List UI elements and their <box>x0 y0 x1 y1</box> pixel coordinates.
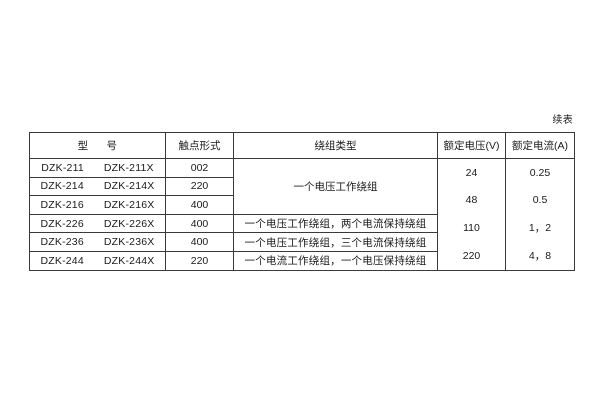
model-code-b: DZK-236X <box>103 236 155 249</box>
table-row: DZK-214 DZK-214X 220 <box>29 176 575 197</box>
voltage-value: 220 <box>462 249 481 262</box>
cell-rated-voltage-merged: 24 48 110 220 <box>437 158 506 271</box>
model-code-b: DZK-244X <box>103 254 155 267</box>
model-code-a: DZK-244 <box>40 254 84 267</box>
cell-winding-type: 一个电压工作绕组，三个电流保持绕组 <box>233 232 438 252</box>
table-row: DZK-216 DZK-216X 400 <box>29 195 575 215</box>
table-sheet: 续表 型号 触点形式 绕组类型 额定电压(V) 额定电流(A) <box>29 115 575 271</box>
column-header-model: 型号 <box>29 132 166 159</box>
current-value: 0.25 <box>529 166 551 179</box>
column-header-rated-current: 额定电流(A) <box>505 132 575 159</box>
model-code-b: DZK-211X <box>103 161 154 174</box>
table-header: 型号 触点形式 绕组类型 额定电压(V) 额定电流(A) <box>29 132 575 159</box>
model-code-a: DZK-236 <box>40 236 84 249</box>
continued-table-label: 续表 <box>552 115 573 126</box>
current-value-stack: 0.25 0.5 1，2 4，8 <box>506 159 574 270</box>
cell-model: DZK-214 DZK-214X <box>29 176 166 197</box>
current-value: 1，2 <box>528 222 552 235</box>
column-header-rated-voltage: 额定电压(V) <box>437 132 506 159</box>
cell-model: DZK-236 DZK-236X <box>29 232 166 252</box>
table-row: DZK-211 DZK-211X 002 一个电压工作绕组 24 48 110 … <box>29 158 575 271</box>
cell-contact-form: 002 <box>165 158 234 178</box>
voltage-value: 110 <box>463 222 480 235</box>
current-value: 0.5 <box>532 194 548 207</box>
model-code-a: DZK-226 <box>40 217 84 230</box>
cell-model: DZK-211 DZK-211X <box>29 158 166 178</box>
table-body: DZK-211 DZK-211X 002 一个电压工作绕组 24 48 110 … <box>29 158 575 271</box>
cell-rated-current-merged: 0.25 0.5 1，2 4，8 <box>505 158 575 271</box>
cell-contact-form: 220 <box>165 176 234 197</box>
model-code-b: DZK-226X <box>103 217 155 230</box>
cell-model: DZK-216 DZK-216X <box>29 195 166 215</box>
cell-winding-type: 一个电压工作绕组，两个电流保持绕组 <box>233 213 438 234</box>
model-code-a: DZK-216 <box>40 198 84 211</box>
current-value: 4，8 <box>528 249 552 262</box>
cell-contact-form: 220 <box>165 250 234 271</box>
table-row: DZK-244 DZK-244X 220 一个电流工作绕组，一个电压保持绕组 <box>29 250 575 271</box>
cell-winding-type-merged: 一个电压工作绕组 <box>233 158 438 215</box>
cell-contact-form: 400 <box>165 195 234 215</box>
model-code-b: DZK-214X <box>103 180 155 193</box>
model-code-a: DZK-214 <box>40 180 84 193</box>
model-code-a: DZK-211 <box>41 161 84 174</box>
column-header-model-part1: 型 <box>77 140 89 152</box>
column-header-model-part2: 号 <box>106 140 118 152</box>
voltage-value: 48 <box>465 194 478 207</box>
cell-contact-form: 400 <box>165 232 234 252</box>
model-code-b: DZK-216X <box>103 198 155 211</box>
voltage-value: 24 <box>465 166 478 179</box>
cell-model: DZK-244 DZK-244X <box>29 250 166 271</box>
header-row: 型号 触点形式 绕组类型 额定电压(V) 额定电流(A) <box>29 132 575 159</box>
relay-spec-table: 型号 触点形式 绕组类型 额定电压(V) 额定电流(A) DZK-211 DZK… <box>29 132 575 271</box>
column-header-winding-type: 绕组类型 <box>233 132 438 159</box>
cell-contact-form: 400 <box>165 213 234 234</box>
voltage-value-stack: 24 48 110 220 <box>438 159 505 270</box>
cell-model: DZK-226 DZK-226X <box>29 213 166 234</box>
cell-winding-type: 一个电流工作绕组，一个电压保持绕组 <box>233 250 438 271</box>
column-header-contact-form: 触点形式 <box>165 132 234 159</box>
